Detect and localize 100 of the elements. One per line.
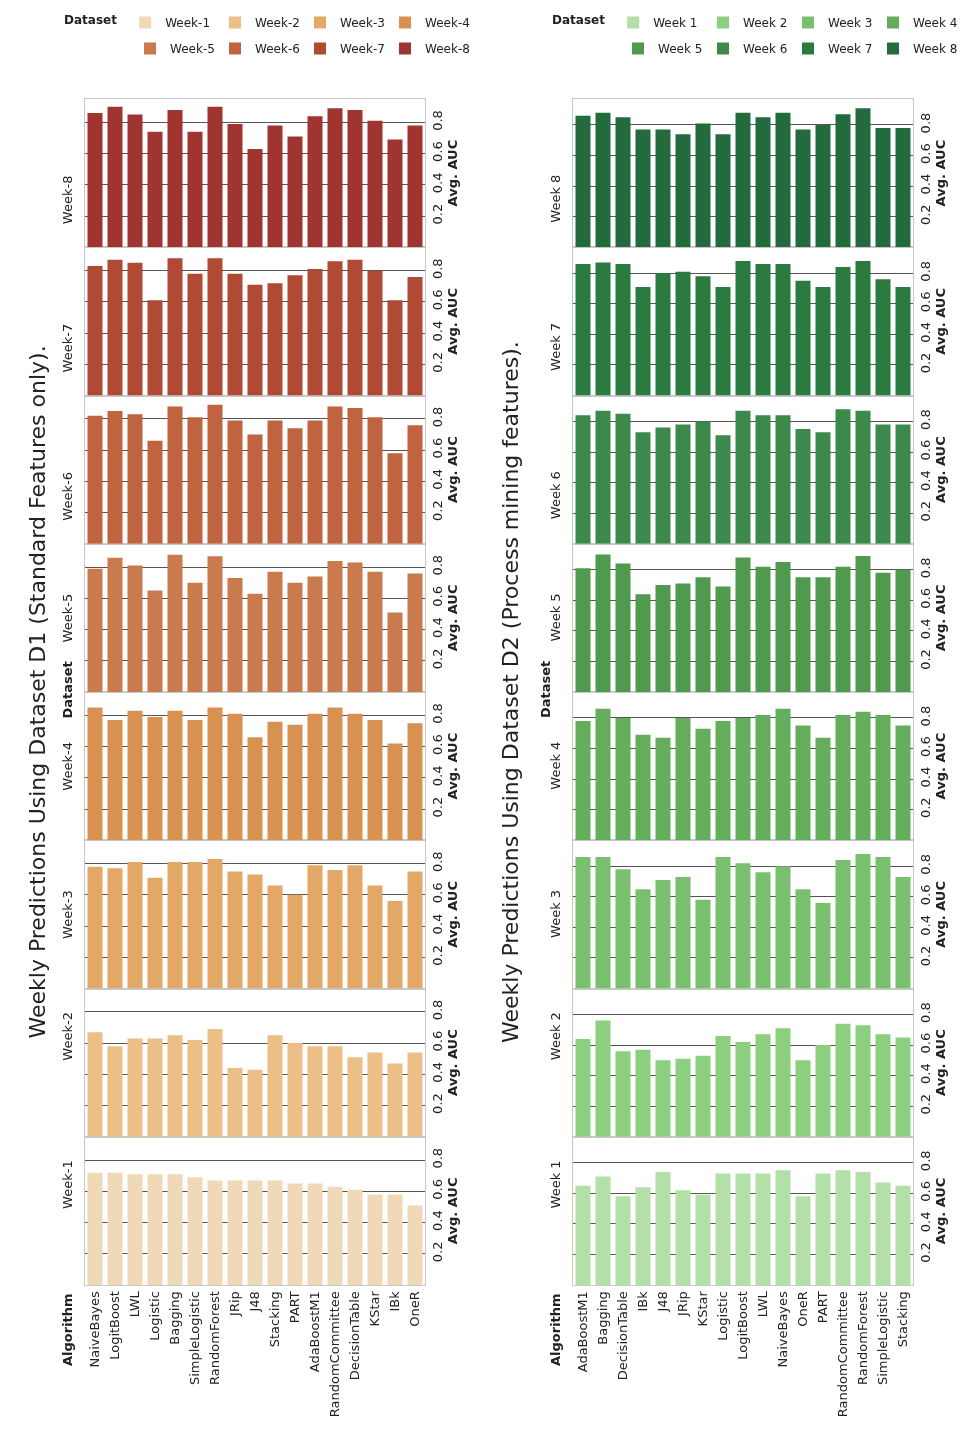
bar <box>755 117 771 248</box>
x-tick-label: Bagging <box>167 1291 183 1345</box>
bar <box>187 1040 203 1137</box>
bar <box>147 1174 163 1285</box>
bar <box>615 563 631 692</box>
y-tick-label: 0.2 <box>917 797 933 819</box>
bar <box>227 273 243 396</box>
bar <box>595 708 611 841</box>
bar <box>387 139 403 248</box>
bar <box>367 1194 383 1285</box>
text: Dataset <box>59 661 75 719</box>
y-axis-title: Avg. AUC <box>933 288 949 355</box>
bar <box>167 258 183 396</box>
text: Week 8 <box>548 174 564 223</box>
legend-label: Week-4 <box>425 16 470 31</box>
y-tick-label: 0.4 <box>917 618 933 640</box>
bar <box>127 262 143 396</box>
bar <box>795 725 811 841</box>
bar <box>247 593 263 692</box>
bar <box>895 1037 911 1137</box>
legend-label: Week-3 <box>340 16 385 31</box>
x-tick-label: DecisionTable <box>615 1291 631 1381</box>
bar <box>147 440 163 544</box>
chart-title: Weekly Predictions Using Dataset D2 (Process mining features). <box>498 341 523 1043</box>
y-axis-title: Avg. AUC <box>445 1177 461 1245</box>
bar <box>147 300 163 396</box>
x-tick-label: IBk <box>635 1290 651 1312</box>
bar <box>127 414 143 544</box>
x-tick-label: LWL <box>127 1290 143 1318</box>
bar <box>147 590 163 692</box>
bar <box>815 902 831 989</box>
bar <box>815 432 831 544</box>
bar <box>187 417 203 544</box>
bar <box>167 1174 183 1285</box>
bar <box>327 560 343 692</box>
bar <box>347 865 363 989</box>
legend-label: Week 6 <box>743 42 788 57</box>
bar <box>327 1186 343 1285</box>
text: Algorithm <box>548 1293 563 1366</box>
bar <box>187 131 203 248</box>
legend-label: Week-6 <box>255 42 300 57</box>
y-tick-label: 0.6 <box>917 439 933 461</box>
y-tick-label: 0.2 <box>429 796 445 818</box>
bar <box>347 1057 363 1137</box>
y-tick-label: 0.2 <box>917 945 933 967</box>
y-axis-title: Avg. AUC <box>933 732 949 800</box>
bar <box>207 556 223 692</box>
bar <box>815 124 831 248</box>
y-tick-label: 0.8 <box>917 705 933 727</box>
bar <box>755 1034 771 1137</box>
y-tick-label: 0.2 <box>917 204 933 226</box>
bar <box>127 114 143 248</box>
y-tick-label: 0.6 <box>429 437 445 459</box>
bar <box>655 427 671 544</box>
y-tick-label: 0.6 <box>429 1179 445 1200</box>
bar <box>735 112 751 248</box>
bar <box>267 283 283 396</box>
text: Week 1 <box>547 1160 563 1209</box>
bar <box>207 1029 223 1137</box>
bar <box>875 857 891 989</box>
legend-label: Week 3 <box>828 16 873 31</box>
bar <box>895 424 911 544</box>
x-tick-label: DecisionTable <box>347 1291 363 1381</box>
legend-label: Week 1 <box>653 16 698 31</box>
bar <box>227 713 243 841</box>
bar <box>595 410 611 544</box>
bar <box>127 710 143 841</box>
bar <box>675 424 691 544</box>
bar <box>575 115 591 248</box>
x-tick-label: PART <box>815 1291 831 1324</box>
bar <box>207 707 223 841</box>
bar <box>715 1173 731 1285</box>
bar <box>147 131 163 248</box>
x-tick-label: AdaBoostM1 <box>307 1291 323 1373</box>
text: Week-5 <box>59 593 75 643</box>
y-tick-label: 0.4 <box>917 173 933 195</box>
legend-label: Week 7 <box>828 42 873 57</box>
x-tick-label: Stacking <box>895 1291 911 1348</box>
x-tick-label: J48 <box>247 1291 263 1313</box>
bar <box>287 1183 303 1285</box>
bar <box>387 901 403 989</box>
bar <box>107 259 123 396</box>
text: Week-3 <box>60 890 76 939</box>
bar <box>755 714 771 841</box>
bar <box>207 1180 223 1285</box>
bar <box>675 876 691 989</box>
y-tick-label: 0.2 <box>429 500 445 521</box>
bar <box>247 1069 263 1137</box>
bar <box>635 129 651 248</box>
bar <box>87 1032 103 1137</box>
bar <box>347 1189 363 1285</box>
x-tick-label: KStar <box>695 1290 711 1327</box>
bar <box>227 578 243 692</box>
bar <box>675 1058 691 1137</box>
y-axis-title: Avg. AUC <box>445 436 461 503</box>
x-tick-label: SimpleLogistic <box>875 1291 891 1386</box>
bar <box>367 720 383 841</box>
bar <box>795 1060 811 1137</box>
bar <box>107 557 123 692</box>
x-tick-label: LWL <box>755 1290 771 1318</box>
